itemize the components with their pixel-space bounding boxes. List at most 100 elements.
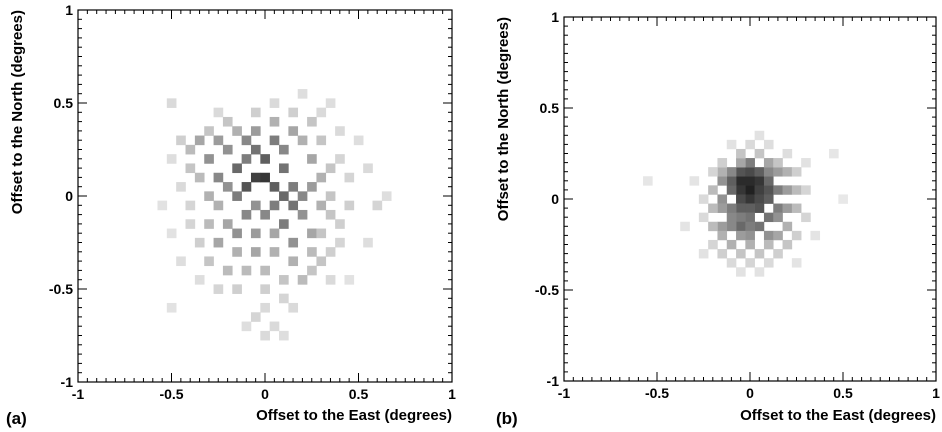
heatmap-cell [325,191,336,201]
heatmap-cell [782,167,793,177]
heatmap-cell [708,203,718,213]
heatmap-cell [297,191,308,201]
heatmap-cell [754,176,765,186]
heatmap-cell [773,230,783,241]
heatmap-cell [297,275,308,285]
heatmap-cell [260,284,270,294]
heatmap-cell [335,126,345,136]
heatmap-cell [754,167,765,177]
heatmap-cell [708,167,718,177]
heatmap-cell [222,265,233,276]
plot-frame [77,9,453,383]
heatmap-cell [773,249,783,259]
heatmap-cell [726,258,737,268]
heatmap-cell [745,167,755,177]
heatmap-cell [754,249,765,259]
heatmap-cell [316,135,327,146]
heatmap-cell [736,158,746,168]
heatmap-cell [643,176,653,186]
heatmap-cell [726,203,737,213]
heatmap-cell [773,158,783,168]
heatmap-cell [717,176,728,186]
heatmap-cell [717,249,728,259]
y-tick-label: -1 [61,374,74,390]
heatmap-cell [194,135,205,146]
heatmap-cell [726,185,737,195]
heatmap-cell [316,172,327,183]
heatmap-cell [269,116,280,127]
heatmap-cell [698,194,709,204]
heatmap-cell [307,154,317,164]
heatmap-cell [335,154,345,164]
heatmap-cell [269,200,280,211]
heatmap-cell [176,256,186,267]
heatmap-cell [745,221,755,232]
heatmap-cell [838,194,848,204]
heatmap-cell [745,230,755,241]
heatmap-cell [791,230,802,241]
heatmap-cell [763,230,774,241]
heatmap-cell [213,284,224,294]
heatmap-cell [250,144,261,155]
heatmap-cell [279,330,289,341]
heatmap-cell [269,321,280,332]
x-tick-label: -1 [72,386,85,402]
heatmap-cell [250,107,261,118]
heatmap-cell [763,212,774,223]
y-tick-label: 0.5 [54,95,74,111]
x-tick-label: 0 [261,386,269,402]
heatmap-cell [736,185,746,195]
heatmap-cell [763,158,774,168]
heatmap-cell [726,167,737,177]
y-tick-label: 0.5 [540,100,560,116]
heatmap-cell [250,172,261,183]
heatmap-cell [325,247,336,257]
panel-a: -1 -0.5 0 0.5 1 -1 -0.5 0 0.5 1 Offset to the East… [6,2,456,428]
heatmap-cell [708,221,718,232]
y-tick-label: -0.5 [49,281,73,297]
heatmap-cell [745,185,755,195]
heatmap-cell [166,228,177,239]
heatmap-cells [157,89,392,341]
heatmap-cell [222,144,233,155]
heatmap-cell [316,107,327,118]
heatmap-cell [269,98,280,108]
heatmap-cell [736,230,746,241]
x-axis-title: Offset to the East (degrees) [740,407,936,424]
heatmap-cell [335,237,345,248]
heatmap-cell [344,275,355,285]
heatmap-cell [829,148,839,159]
heatmap-cell [325,98,336,108]
heatmap-cell [745,239,755,250]
heatmap-cell [763,167,774,177]
heatmap-cell [260,330,270,341]
heatmap-cell [279,293,289,304]
heatmap-cell [773,203,783,213]
heatmap-cell [791,185,802,195]
heatmap-cell [269,182,280,192]
heatmap-cell [754,267,765,277]
heatmap-cell [166,154,177,164]
heatmap-cell [698,212,709,223]
y-tick-label: -0.5 [535,282,559,298]
heatmap-cell [250,247,261,257]
heatmap-cell [717,230,728,241]
heatmap-cell [810,230,821,241]
heatmap-cell [381,191,392,201]
heatmap-cell [717,167,728,177]
heatmap-cell [316,200,327,211]
heatmap-cell [213,107,224,118]
heatmap-cell [232,284,242,294]
heatmap-cell [726,221,737,232]
heatmap-cell [241,135,252,146]
heatmap-cell [773,167,783,177]
y-tick-label: 1 [65,2,73,18]
heatmap-cell [288,237,299,248]
heatmap-cell [344,200,355,211]
heatmap-cell [782,239,793,250]
heatmap-cell [801,185,811,195]
heatmap-cell [288,107,299,118]
heatmap-cell [260,265,270,276]
heatmap-cell [782,203,793,213]
heatmap-cell [232,163,242,174]
